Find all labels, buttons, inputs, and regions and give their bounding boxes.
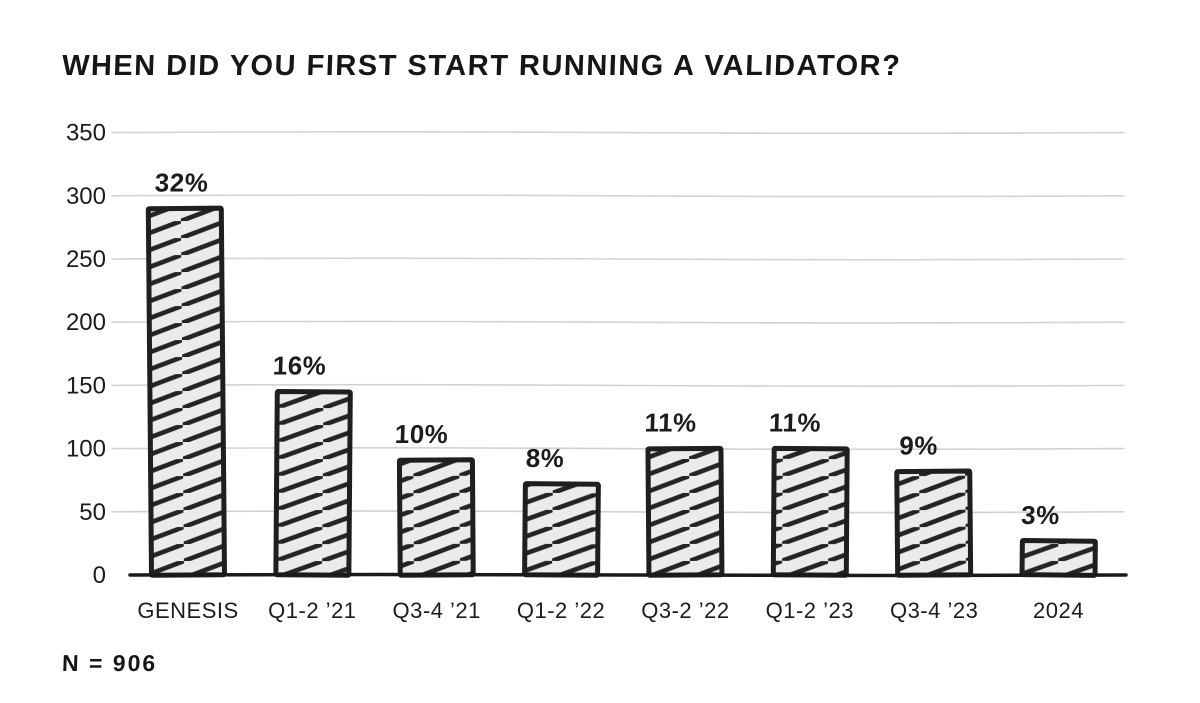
bar-value-label: 3% [1021,500,1061,530]
bar [273,388,353,578]
gridline [111,194,1125,198]
sample-size-note: N = 906 [61,650,158,676]
bar [770,445,850,578]
gridline [111,320,1125,324]
bar [396,457,476,578]
x-axis-label: Q3-4 ’23 [890,598,978,623]
bar-value-label: 32% [154,167,209,197]
bar-value-label: 9% [899,430,939,460]
gridline [111,257,1125,261]
y-axis-tick-label: 50 [79,499,106,526]
y-axis-tick-label: 100 [66,436,106,463]
bar-value-label: 16% [272,351,327,381]
x-axis-label: 2024 [1033,598,1084,623]
bar [1019,538,1098,578]
bar-value-label: 11% [644,408,697,438]
gridline [111,447,1125,451]
bar-value-label: 11% [768,408,821,438]
x-axis-label: Q1-2 ’23 [766,598,854,623]
x-axis-label: Q1-2 ’22 [517,598,605,623]
gridline [111,383,1125,387]
bar [894,468,974,578]
x-axis-label: Q3-4 ’21 [393,598,481,623]
y-axis-tick-label: 0 [93,562,106,589]
y-axis-tick-label: 250 [66,246,106,273]
x-axis-label: Q3-2 ’22 [641,598,729,623]
bar-value-label: 10% [394,419,449,449]
x-axis-label: Q1-2 ’21 [268,598,356,623]
y-axis-tick-label: 350 [66,120,106,147]
x-axis-label: GENESIS [137,598,238,623]
x-axis-line [128,572,1128,578]
bar [645,445,725,578]
bar [522,481,601,578]
y-axis-tick-label: 300 [66,183,106,210]
gridline [111,131,1125,135]
bar-value-label: 8% [525,443,565,473]
y-axis-tick-label: 150 [66,372,106,399]
bar [145,205,227,578]
y-axis-tick-label: 200 [66,309,106,336]
